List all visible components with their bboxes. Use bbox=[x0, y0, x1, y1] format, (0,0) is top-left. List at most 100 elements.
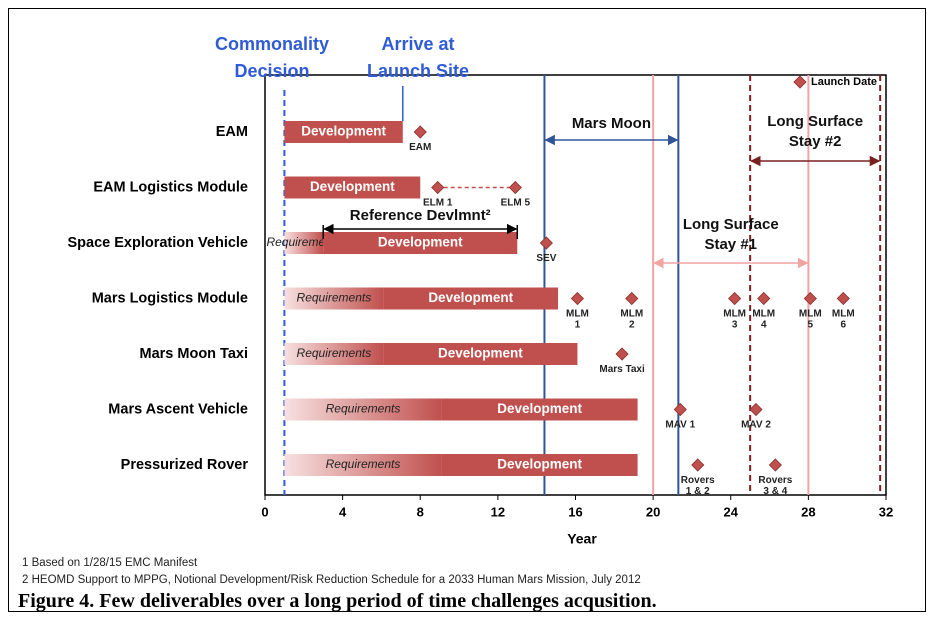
launch-marker bbox=[570, 291, 585, 306]
launch-label: MLM 4 bbox=[752, 308, 775, 330]
label-line: Arrive at bbox=[381, 34, 454, 54]
launch-marker bbox=[615, 347, 629, 361]
label-line: MAV 2 bbox=[741, 419, 771, 430]
span-label: Mars Moon bbox=[572, 115, 651, 132]
task-bar bbox=[383, 343, 578, 365]
task-label: Requirements bbox=[326, 402, 401, 416]
annotation: Commonality Decision bbox=[215, 34, 329, 81]
launch-label: Mars Taxi bbox=[599, 364, 645, 375]
task-bar bbox=[441, 398, 638, 421]
x-tick-label: 28 bbox=[801, 504, 815, 519]
launch-marker bbox=[625, 291, 639, 306]
task-label: Requirements bbox=[297, 346, 372, 360]
task-bar bbox=[284, 343, 384, 365]
label-line: Launch Site bbox=[367, 61, 469, 81]
launch-label: MLM 2 bbox=[620, 308, 643, 330]
label-line: Reference Devlmnt² bbox=[350, 207, 491, 224]
label-line: MLM bbox=[723, 308, 746, 319]
launch-marker bbox=[836, 291, 850, 306]
label-line: 2 bbox=[629, 319, 635, 330]
label-line: 3 & 4 bbox=[763, 486, 787, 497]
label-line: ELM 1 bbox=[423, 197, 453, 208]
label-line: ELM 5 bbox=[501, 197, 531, 208]
span-label: Long Surface Stay #1 bbox=[683, 216, 779, 253]
launch-label: Rovers 3 & 4 bbox=[758, 475, 792, 497]
annotation: Arrive at Launch Site bbox=[367, 34, 469, 81]
label-line: 1 bbox=[575, 319, 581, 330]
row-label: EAM bbox=[216, 124, 248, 140]
launch-label: MLM 6 bbox=[832, 308, 855, 330]
label-line: MLM bbox=[799, 308, 822, 319]
task-label: Requirements bbox=[326, 457, 401, 471]
launch-marker bbox=[757, 291, 771, 306]
label-line: Decision bbox=[234, 61, 309, 81]
task-bar bbox=[284, 454, 442, 476]
launch-marker bbox=[728, 291, 742, 306]
launch-marker bbox=[539, 236, 553, 250]
task-label: Requirements bbox=[297, 291, 372, 305]
x-tick-label: 4 bbox=[339, 504, 347, 519]
launch-marker bbox=[768, 458, 782, 472]
task-bar bbox=[284, 398, 442, 421]
task-bar bbox=[383, 287, 559, 310]
label-line: 4 bbox=[761, 319, 767, 330]
task-bar bbox=[284, 287, 384, 310]
footnote: 2 HEOMD Support to MPPG, Notional Develo… bbox=[22, 574, 641, 586]
label-line: MAV 1 bbox=[665, 419, 695, 430]
launch-label: SEV bbox=[536, 253, 556, 264]
row-label: EAM Logistics Module bbox=[93, 179, 248, 195]
label-line: 1 & 2 bbox=[686, 486, 710, 497]
row-label: Mars Ascent Vehicle bbox=[108, 401, 248, 417]
x-tick-label: 20 bbox=[646, 504, 660, 519]
launch-marker bbox=[749, 402, 763, 417]
launch-label: ELM 5 bbox=[501, 197, 531, 208]
x-tick-label: 0 bbox=[261, 504, 268, 519]
task-label: Development bbox=[497, 457, 582, 472]
launch-marker bbox=[413, 125, 427, 139]
x-tick-label: 8 bbox=[417, 504, 424, 519]
label-line: Rovers bbox=[758, 475, 792, 486]
launch-marker bbox=[508, 180, 522, 195]
x-axis-label: Year bbox=[567, 531, 597, 547]
label-line: Stay #2 bbox=[789, 133, 842, 150]
label-line: SEV bbox=[536, 253, 556, 264]
launch-marker bbox=[431, 180, 445, 195]
footnote: 1 Based on 1/28/15 EMC Manifest bbox=[22, 557, 198, 569]
label-line: Mars Taxi bbox=[599, 364, 645, 375]
x-tick-label: 12 bbox=[491, 504, 505, 519]
task-label: Development bbox=[428, 290, 513, 305]
x-tick-label: 16 bbox=[568, 504, 582, 519]
task-bar bbox=[441, 454, 638, 476]
launch-label: MLM 5 bbox=[799, 308, 822, 330]
launch-label: MAV 2 bbox=[741, 419, 771, 430]
label-line: MLM bbox=[566, 308, 589, 319]
span-label: Long Surface Stay #2 bbox=[767, 113, 863, 150]
row-label: Space Exploration Vehicle bbox=[67, 235, 248, 251]
row-label: Pressurized Rover bbox=[121, 457, 249, 473]
task-label: Development bbox=[310, 179, 395, 194]
label-line: Long Surface bbox=[683, 216, 779, 233]
task-label: Development bbox=[438, 346, 523, 361]
row-label: Mars Logistics Module bbox=[92, 290, 248, 306]
launch-label: EAM bbox=[409, 142, 431, 153]
label-line: MLM bbox=[832, 308, 855, 319]
launch-label: ELM 1 bbox=[423, 197, 453, 208]
task-bar bbox=[284, 121, 403, 143]
frame bbox=[8, 8, 926, 612]
label-line: Long Surface bbox=[767, 113, 863, 130]
launch-marker bbox=[803, 291, 817, 306]
launch-marker bbox=[691, 458, 705, 472]
launch-label: MAV 1 bbox=[665, 419, 695, 430]
label-line: 3 bbox=[732, 319, 738, 330]
label-line: Mars Moon bbox=[572, 115, 651, 132]
label-line: Commonality bbox=[215, 34, 329, 54]
task-label: Development bbox=[378, 235, 463, 250]
task-label: Development bbox=[301, 124, 386, 139]
launch-label: Rovers 1 & 2 bbox=[681, 475, 715, 497]
row-label: Mars Moon Taxi bbox=[140, 346, 249, 362]
label-line: Rovers bbox=[681, 475, 715, 486]
label-line: 6 bbox=[841, 319, 847, 330]
x-tick-label: 24 bbox=[724, 504, 739, 519]
caption: Figure 4. Few deliverables over a long p… bbox=[18, 590, 657, 612]
